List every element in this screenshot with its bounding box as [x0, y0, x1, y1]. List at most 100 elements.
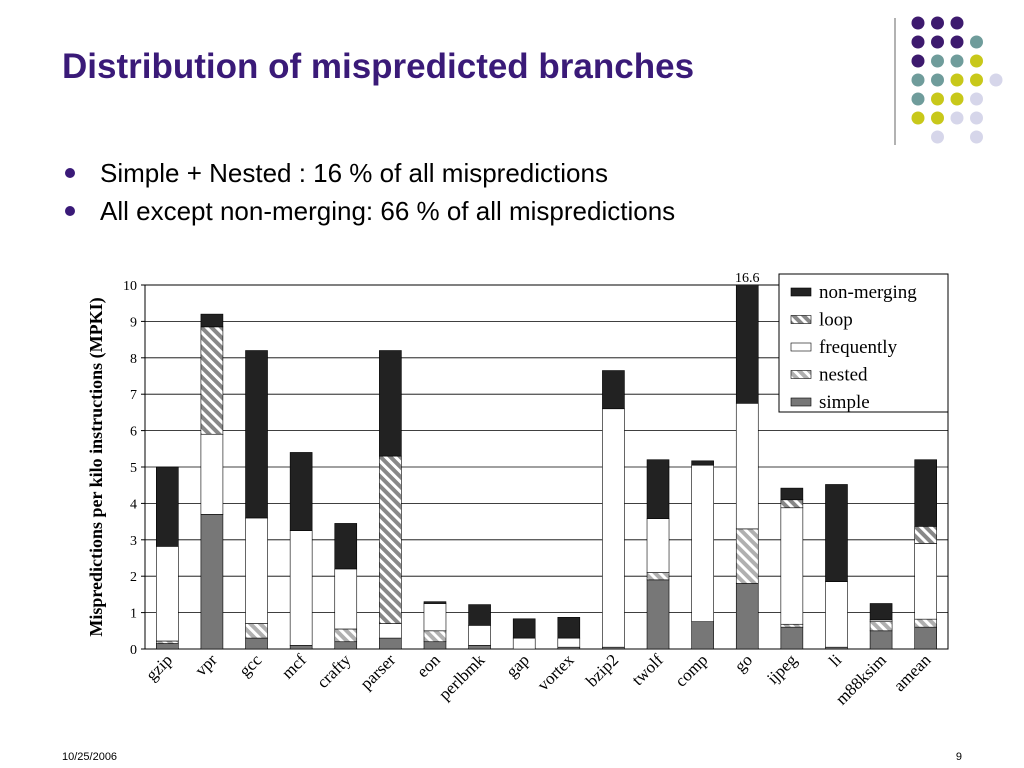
bar-segment — [200, 433, 224, 515]
y-tick-label: 5 — [130, 461, 137, 476]
bar-segment — [914, 543, 937, 620]
bar-segment — [780, 626, 804, 649]
legend-label: loop — [819, 310, 853, 331]
x-tick-label: twolf — [628, 650, 667, 689]
y-tick-label: 6 — [130, 425, 137, 440]
bar-segment — [379, 623, 402, 639]
bar-segment — [334, 628, 358, 643]
bar-segment — [468, 625, 491, 646]
bar-segment — [780, 487, 804, 501]
bar-segment — [334, 568, 358, 630]
y-tick-label: 8 — [130, 352, 137, 367]
x-tick-label: perlbmk — [435, 650, 489, 704]
bar-segment — [289, 645, 313, 649]
x-tick-label: gcc — [235, 650, 265, 680]
bar-segment — [780, 507, 804, 625]
bar-segment — [423, 630, 447, 643]
bar-segment — [735, 528, 759, 584]
legend-swatch — [790, 287, 812, 297]
legend-label: nested — [819, 365, 868, 386]
legend-swatch — [790, 342, 812, 352]
bar-segment — [156, 466, 179, 547]
bar-segment — [468, 645, 491, 649]
y-tick-label: 1 — [130, 607, 137, 622]
bar-segment — [914, 459, 937, 527]
dot — [931, 92, 944, 106]
legend-swatch — [790, 370, 812, 379]
x-tick-label: vortex — [533, 650, 577, 694]
y-tick-label: 2 — [130, 570, 137, 585]
x-tick-label: vpr — [191, 650, 221, 680]
bar-segment — [691, 621, 714, 649]
dot — [950, 54, 964, 68]
dot — [970, 35, 983, 49]
dot — [970, 73, 983, 87]
bar-segment — [735, 285, 759, 404]
legend-swatch — [790, 315, 812, 324]
bar-segment — [156, 640, 179, 644]
bars — [156, 285, 937, 649]
dot — [931, 54, 944, 68]
dot — [931, 35, 944, 49]
bar-segment — [646, 518, 670, 573]
bar-segment — [869, 603, 893, 621]
bar-segment — [423, 601, 447, 604]
y-tick-label: 0 — [130, 643, 137, 658]
y-tick-label: 4 — [130, 497, 137, 512]
legend-label: simple — [819, 392, 870, 413]
footer-date: 10/25/2006 — [62, 751, 117, 763]
dot — [970, 92, 983, 106]
x-tick-label: comp — [671, 650, 711, 690]
bar-segment — [423, 603, 447, 632]
dot — [911, 16, 925, 30]
dot — [970, 130, 983, 144]
dot — [911, 54, 925, 68]
dot — [950, 111, 964, 125]
bar-segment — [512, 637, 536, 649]
y-tick-label: 3 — [130, 534, 137, 549]
x-tick-label: parser — [356, 650, 399, 693]
bar-segment — [379, 350, 402, 457]
bar-segment — [914, 618, 937, 628]
bar-segment — [557, 637, 581, 648]
dot — [989, 73, 1003, 87]
bar-segment — [646, 572, 670, 581]
bar-segment — [156, 546, 179, 642]
slide-title: Distribution of mispredicted branches — [62, 47, 694, 86]
dot — [931, 16, 944, 30]
bullet-dot — [65, 206, 75, 216]
bar-segment — [646, 579, 670, 649]
bar-segment — [289, 452, 313, 532]
x-tick-label: amean — [890, 650, 935, 695]
dot — [911, 111, 925, 125]
bar-segment — [646, 459, 670, 519]
bar-segment — [512, 618, 536, 639]
dot — [950, 73, 964, 87]
bar-segment — [869, 621, 893, 632]
bar-segment — [825, 484, 848, 582]
bar-segment — [245, 350, 268, 519]
bar-segment — [914, 526, 937, 544]
dot — [931, 111, 944, 125]
bar-segment — [691, 464, 714, 622]
bar-segment — [334, 641, 358, 649]
bar-segment — [468, 604, 491, 626]
dot — [970, 54, 983, 68]
dot — [911, 92, 925, 106]
bar-segment — [200, 514, 224, 649]
x-tick-label: mcf — [278, 650, 310, 682]
legend-label: non-merging — [819, 282, 917, 303]
bar-segment — [423, 641, 447, 649]
dot — [931, 73, 944, 87]
dot — [950, 16, 964, 30]
bar-segment — [602, 408, 625, 648]
bar-segment — [200, 313, 224, 328]
bar-segment — [334, 523, 358, 570]
bar-segment — [289, 530, 313, 646]
legend-swatch — [790, 397, 812, 407]
bar-segment — [780, 499, 804, 509]
bar-segment — [245, 637, 268, 649]
legend-label: frequently — [819, 337, 898, 358]
bar-segment — [245, 517, 268, 624]
